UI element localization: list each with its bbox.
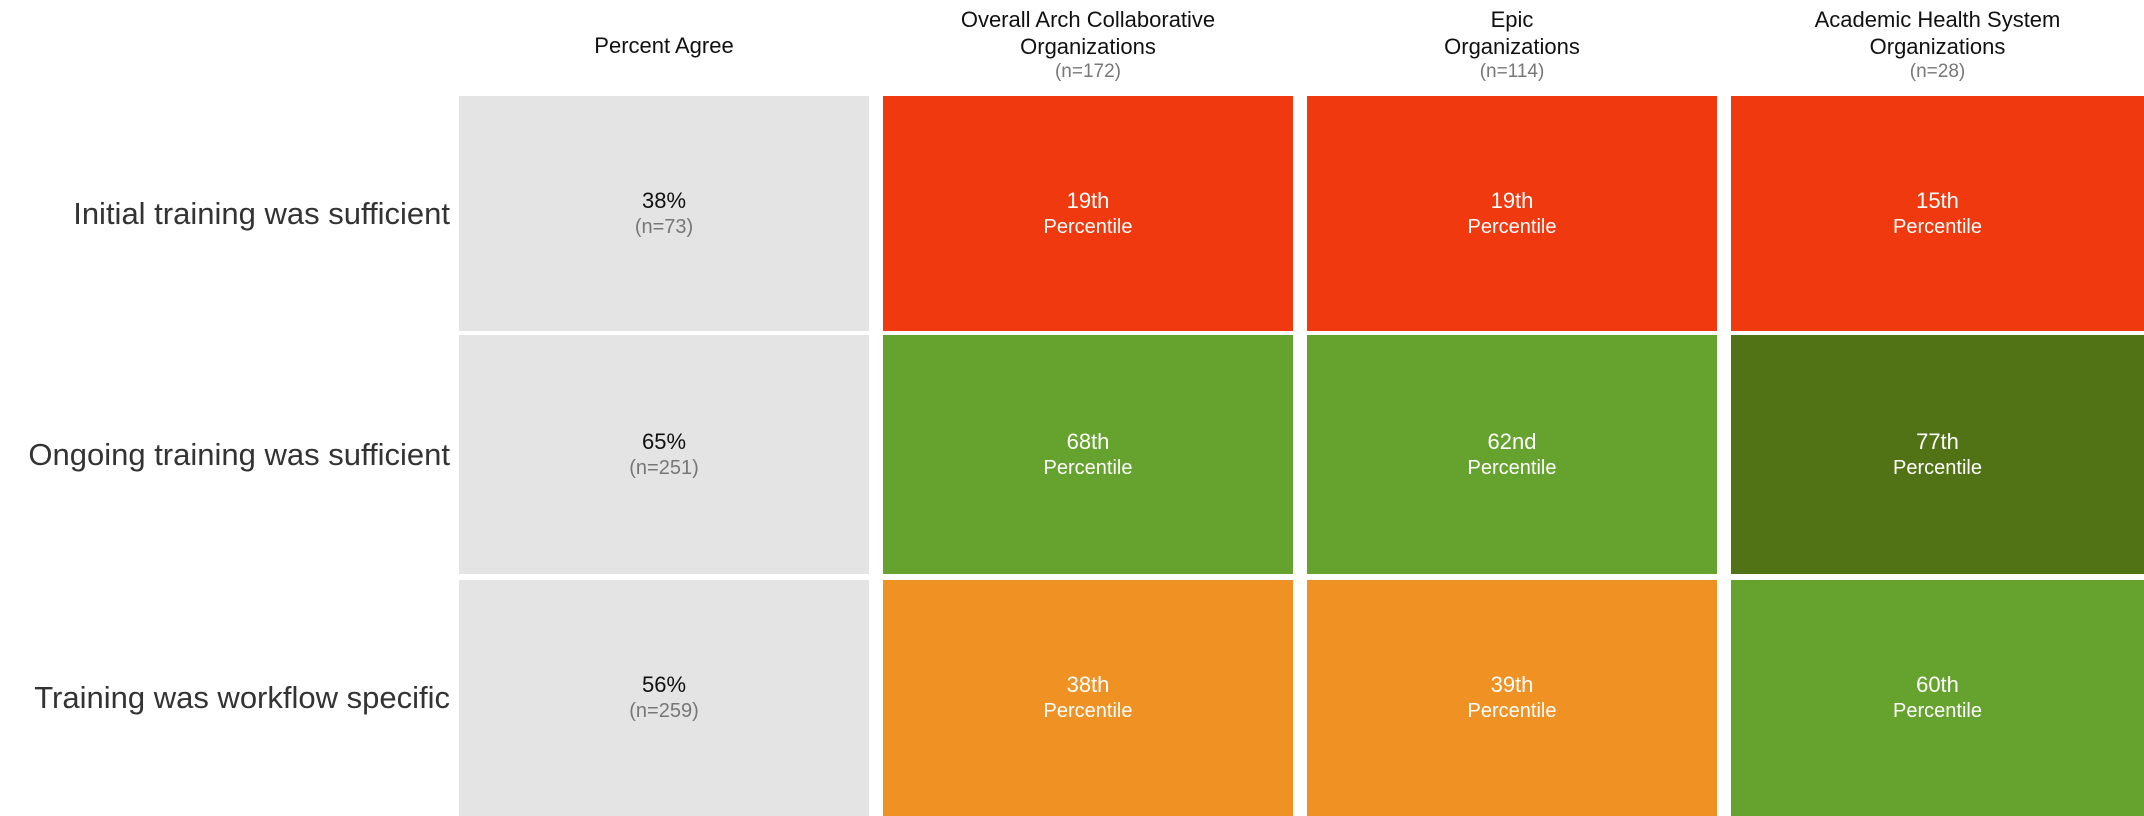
- header-line: Epic: [1490, 7, 1534, 32]
- cell-value: 56%: [641, 672, 687, 697]
- cell-sample-size: (n=251): [629, 456, 699, 479]
- cell: 56% (n=259): [459, 580, 869, 816]
- cell: 62nd Percentile: [1307, 335, 1717, 574]
- cell-subtitle: Percentile: [1043, 456, 1133, 479]
- header-line: Organizations: [1869, 34, 2006, 59]
- sample-size: (n=114): [1479, 61, 1545, 82]
- cell-value: 19th: [1066, 187, 1110, 213]
- cell-subtitle: Percentile: [1467, 456, 1557, 479]
- sample-size: (n=28): [1909, 61, 1966, 82]
- cell-value: 68th: [1066, 428, 1110, 454]
- column-header: Percent Agree: [459, 32, 869, 59]
- cell-value: 38th: [1066, 672, 1110, 697]
- header-line: Academic Health System: [1814, 7, 2061, 32]
- column-header: Academic Health System Organizations (n=28…: [1731, 6, 2144, 84]
- cell-subtitle: Percentile: [1043, 700, 1133, 722]
- cell: 68th Percentile: [883, 335, 1293, 574]
- cell: 15th Percentile: [1731, 96, 2144, 331]
- cell-subtitle: Percentile: [1893, 456, 1982, 479]
- header-line: Overall Arch Collaborative: [960, 7, 1216, 32]
- cell: 19th Percentile: [883, 96, 1293, 331]
- cell: 19th Percentile: [1307, 96, 1717, 331]
- cell: 77th Percentile: [1731, 335, 2144, 574]
- cell-value: 19th: [1490, 187, 1534, 213]
- cell-value: 38%: [641, 187, 687, 213]
- column-header: Epic Organizations (n=114): [1307, 6, 1717, 84]
- header-line: Percent Agree: [594, 33, 734, 58]
- column-header: Overall Arch Collaborative Organizations(…: [883, 6, 1293, 84]
- cell-sample-size: (n=259): [629, 700, 699, 722]
- cell-value: 60th: [1916, 672, 1959, 697]
- cell-subtitle: Percentile: [1043, 215, 1133, 238]
- cell-value: 15th: [1916, 187, 1959, 213]
- row-label: Ongoing training was sufficient: [28, 436, 450, 472]
- cell-value: 65%: [641, 428, 687, 454]
- cell-value: 39th: [1490, 672, 1534, 697]
- cell: 39th Percentile: [1307, 580, 1717, 816]
- cell: 60th Percentile: [1731, 580, 2144, 816]
- cell-value: 62nd: [1487, 428, 1537, 454]
- row-label: Training was workflow specific: [34, 680, 450, 715]
- cell-subtitle: Percentile: [1467, 700, 1557, 722]
- cell-value: 77th: [1916, 428, 1959, 454]
- cell-subtitle: Percentile: [1467, 215, 1557, 238]
- cell-sample-size: (n=73): [634, 215, 694, 238]
- cell: 38% (n=73): [459, 96, 869, 331]
- sample-size: (n=172): [1054, 61, 1122, 82]
- cell: 38th Percentile: [883, 580, 1293, 816]
- header-line: Organizations: [1444, 34, 1580, 59]
- cell: 65% (n=251): [459, 335, 869, 574]
- cell-subtitle: Percentile: [1893, 215, 1982, 238]
- header-line: Organizations: [1020, 34, 1156, 59]
- cell-subtitle: Percentile: [1893, 700, 1982, 722]
- row-label: Initial training was sufficient: [73, 195, 450, 231]
